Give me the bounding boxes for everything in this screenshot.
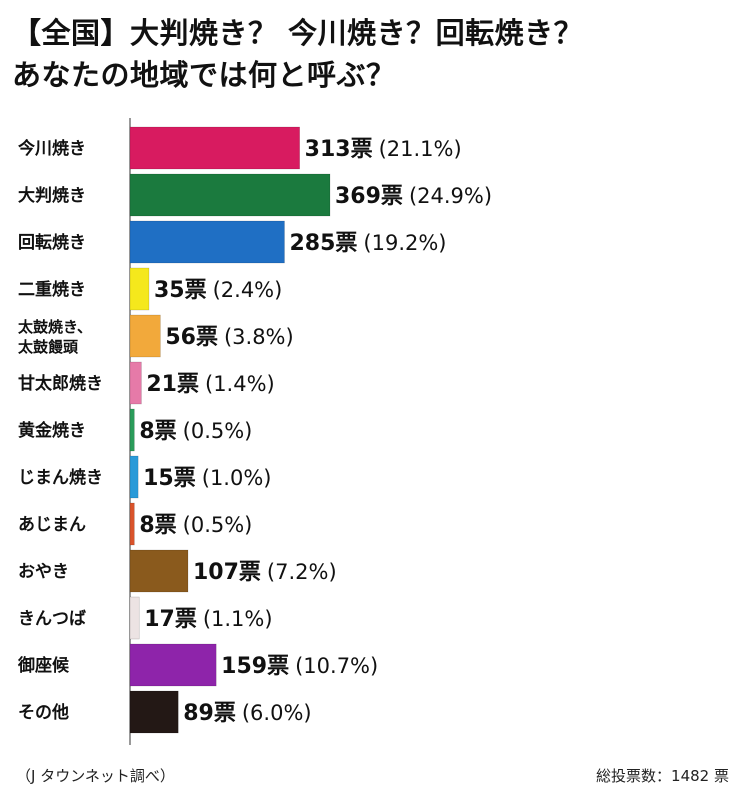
vote-label: 35票 — [154, 278, 207, 303]
percent-label: (3.8%) — [224, 325, 294, 349]
percent-label: (10.7%) — [295, 654, 378, 678]
percent-label: (1.4%) — [205, 372, 275, 396]
bars: 今川焼き 313票 (21.1%)大判焼き 369票 (24.9%)回転焼き 285票 (1… — [17, 126, 492, 734]
percent-label: (6.0%) — [242, 701, 312, 725]
percent-label: (1.0%) — [202, 466, 272, 490]
chart-title: 【全国】大判焼き？ 今川焼き？回転焼き？ あなたの地域では何と呼ぶ？ — [12, 12, 737, 96]
category-label: 二重焼き — [18, 279, 86, 300]
bar-chart: 今川焼き 313票 (21.1%)大判焼き 369票 (24.9%)回転焼き 285票 (1… — [17, 118, 492, 745]
category-label-line: 太鼓焼き、 — [18, 318, 92, 336]
bar — [129, 408, 135, 452]
bar — [129, 173, 331, 217]
vote-label: 56票 — [165, 325, 218, 350]
vote-label: 21票 — [146, 372, 199, 397]
category-label: きんつば — [18, 609, 86, 629]
bar — [129, 267, 150, 311]
category-label: 太鼓焼き、太鼓饅頭 — [18, 318, 92, 356]
vote-label: 15票 — [143, 466, 196, 491]
source-note: （J タウンネット調べ） — [16, 767, 175, 785]
bar — [129, 220, 285, 264]
vote-label: 107票 — [193, 560, 261, 585]
bar — [129, 126, 300, 170]
bar — [129, 549, 189, 593]
category-label: 大判焼き — [18, 185, 86, 206]
total-votes: 総投票数：1482 票 — [596, 767, 729, 785]
category-label: おやき — [18, 562, 69, 582]
chart-title-line-1: 【全国】大判焼き？ 今川焼き？回転焼き？ — [12, 16, 584, 50]
bar — [129, 690, 179, 734]
vote-label: 8票 — [139, 419, 176, 444]
chart-title-line-2: あなたの地域では何と呼ぶ？ — [12, 58, 396, 92]
vote-label: 17票 — [144, 607, 197, 632]
category-label: 回転焼き — [18, 232, 86, 253]
vote-label: 89票 — [183, 701, 236, 726]
percent-label: (0.5%) — [183, 419, 253, 443]
category-label: 御座候 — [17, 655, 70, 676]
category-label: その他 — [18, 702, 69, 723]
bar — [129, 643, 217, 687]
bar — [129, 361, 142, 405]
category-label: じまん焼き — [18, 467, 103, 488]
vote-label: 285票 — [289, 231, 357, 256]
percent-label: (1.1%) — [203, 607, 273, 631]
bar — [129, 314, 161, 358]
percent-label: (0.5%) — [183, 513, 253, 537]
vote-label: 313票 — [305, 137, 373, 162]
bar — [129, 596, 140, 640]
category-label: あじまん — [18, 515, 86, 535]
vote-label: 8票 — [139, 513, 176, 538]
percent-label: (2.4%) — [213, 278, 283, 302]
percent-label: (21.1%) — [379, 137, 462, 161]
percent-label: (19.2%) — [363, 231, 446, 255]
vote-label: 369票 — [335, 184, 403, 209]
category-label: 甘太郎焼き — [18, 373, 103, 394]
vote-label: 159票 — [221, 654, 289, 679]
category-label-line: 太鼓饅頭 — [18, 338, 79, 356]
bar — [129, 502, 135, 546]
category-label: 黄金焼き — [18, 420, 86, 441]
bar — [129, 455, 139, 499]
percent-label: (7.2%) — [267, 560, 337, 584]
percent-label: (24.9%) — [409, 184, 492, 208]
category-label: 今川焼き — [18, 138, 86, 159]
